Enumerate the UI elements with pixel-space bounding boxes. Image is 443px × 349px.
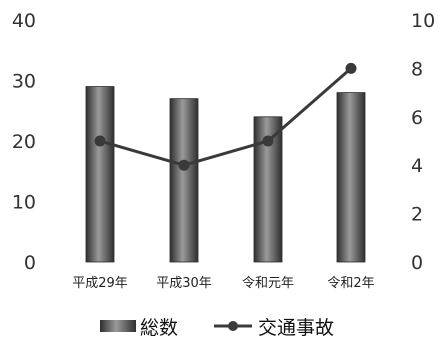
line-point: [262, 135, 274, 147]
right-axis-ticks: 0 2 4 6 8 10: [411, 10, 435, 274]
right-tick-label: 6: [411, 107, 423, 129]
line-series: [94, 62, 357, 171]
legend-line-label: 交通事故: [258, 317, 334, 339]
bar: [169, 98, 199, 263]
left-tick-label: 30: [12, 71, 36, 93]
right-tick-label: 10: [411, 10, 435, 32]
right-tick-label: 2: [411, 204, 423, 226]
bars: [85, 86, 366, 263]
x-tick-label: 令和元年: [242, 276, 294, 291]
line-point: [178, 159, 190, 171]
legend-line-marker: [228, 321, 238, 331]
legend-bar-swatch: [100, 320, 136, 332]
left-axis-ticks: 0 10 20 30 40: [12, 10, 36, 274]
line-point: [94, 135, 106, 147]
line-point: [345, 62, 357, 74]
line-path: [99, 67, 352, 167]
left-tick-label: 0: [24, 252, 36, 274]
bar: [336, 92, 366, 263]
x-tick-label: 平成30年: [156, 276, 212, 291]
x-tick-label: 平成29年: [72, 276, 128, 291]
legend: 総数 交通事故: [100, 317, 334, 339]
right-tick-label: 0: [411, 252, 423, 274]
right-tick-label: 8: [411, 58, 423, 80]
left-tick-label: 20: [12, 131, 36, 153]
legend-bar-label: 総数: [140, 317, 178, 339]
left-tick-label: 10: [12, 192, 36, 214]
right-tick-label: 4: [411, 155, 423, 177]
left-tick-label: 40: [12, 10, 36, 32]
x-tick-label: 令和2年: [327, 276, 374, 291]
x-axis-ticks: 平成29年 平成30年 令和元年 令和2年: [72, 276, 374, 291]
bar: [85, 86, 115, 263]
